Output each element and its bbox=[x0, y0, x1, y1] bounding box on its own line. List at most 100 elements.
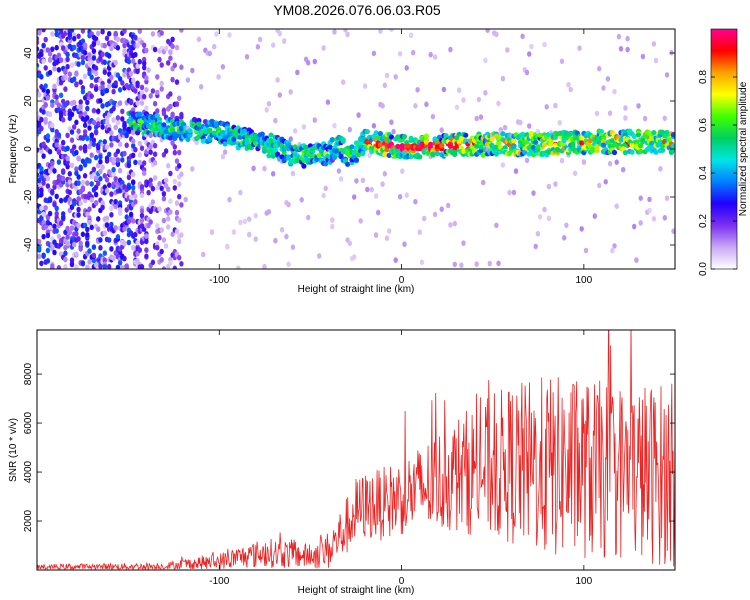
heatmap-cell bbox=[148, 132, 153, 139]
heatmap-cell bbox=[478, 114, 484, 120]
heatmap-cell bbox=[295, 69, 300, 76]
tick-label: 0 bbox=[399, 576, 405, 587]
heatmap-cell bbox=[653, 149, 659, 155]
heatmap-cell bbox=[594, 110, 600, 117]
heatmap-cell bbox=[166, 60, 171, 66]
heatmap-cell bbox=[168, 209, 173, 215]
heatmap-cell bbox=[74, 70, 79, 76]
heatmap-cell bbox=[264, 107, 269, 113]
heatmap-cell bbox=[183, 196, 188, 203]
heatmap-cell bbox=[148, 93, 153, 99]
heatmap-cell bbox=[91, 55, 97, 61]
heatmap-cell bbox=[562, 235, 567, 241]
heatmap-cell bbox=[131, 58, 136, 64]
heatmap-cell bbox=[231, 136, 237, 142]
heatmap-cell bbox=[535, 230, 541, 237]
heatmap-cell bbox=[227, 32, 232, 38]
heatmap-cell bbox=[478, 148, 484, 154]
heatmap-cell bbox=[137, 152, 142, 158]
heatmap-cell bbox=[45, 133, 51, 139]
heatmap-cell bbox=[401, 133, 408, 140]
heatmap-cell bbox=[332, 29, 337, 35]
heatmap-cell bbox=[168, 49, 173, 55]
heatmap-cell bbox=[168, 55, 173, 61]
heatmap-cell bbox=[622, 150, 629, 156]
heatmap-cell bbox=[47, 148, 53, 155]
heatmap-cell bbox=[96, 40, 101, 46]
heatmap-cell bbox=[177, 193, 182, 200]
colorbar-label: Normalized spectral amplitude bbox=[738, 81, 749, 216]
heatmap-cell bbox=[39, 74, 44, 80]
heatmap-cell bbox=[137, 159, 142, 166]
heatmap-cell bbox=[37, 245, 42, 251]
heatmap-cell bbox=[78, 240, 83, 247]
heatmap-cell bbox=[159, 185, 164, 192]
heatmap-cell bbox=[452, 220, 457, 227]
heatmap-cell bbox=[37, 46, 40, 52]
heatmap-cell bbox=[417, 154, 423, 160]
heatmap-cell bbox=[212, 43, 217, 50]
figure-title: YM08.2026.076.06.03.R05 bbox=[273, 2, 441, 18]
heatmap-cell bbox=[216, 74, 221, 80]
heatmap-cell bbox=[45, 137, 51, 143]
heatmap-cell bbox=[107, 263, 112, 269]
heatmap-cell bbox=[43, 224, 48, 230]
heatmap-cell bbox=[50, 126, 55, 133]
heatmap-cell bbox=[39, 125, 44, 132]
heatmap-cell bbox=[166, 163, 171, 169]
heatmap-cell bbox=[286, 261, 291, 268]
heatmap-cell bbox=[634, 257, 639, 263]
heatmap-cell bbox=[266, 153, 272, 159]
heatmap-cell bbox=[485, 29, 490, 33]
heatmap-cell bbox=[72, 241, 77, 248]
heatmap-cell bbox=[80, 54, 86, 61]
heatmap-cell bbox=[69, 225, 75, 231]
heatmap-cell bbox=[638, 148, 644, 155]
heatmap-cell bbox=[109, 221, 114, 228]
heatmap-cell bbox=[664, 195, 670, 201]
heatmap-cell bbox=[404, 65, 409, 71]
heatmap-cell bbox=[454, 104, 460, 111]
heatmap-cell bbox=[216, 126, 222, 132]
heatmap-cell bbox=[69, 29, 75, 33]
snr-y-label: SNR (10 * v/v) bbox=[8, 418, 19, 482]
heatmap-cell bbox=[128, 98, 134, 105]
heatmap-cell bbox=[527, 51, 532, 57]
heatmap-cell bbox=[115, 264, 121, 269]
heatmap-cell bbox=[423, 133, 429, 139]
heatmap-cell bbox=[102, 250, 108, 256]
heatmap-cell bbox=[54, 44, 59, 51]
heatmap-cell bbox=[50, 122, 55, 129]
heatmap-cell bbox=[172, 265, 177, 269]
heatmap-cell bbox=[636, 103, 641, 109]
heatmap-cell bbox=[185, 136, 191, 142]
heatmap-cell bbox=[207, 127, 213, 133]
heatmap-cell bbox=[139, 145, 145, 151]
heatmap-cell bbox=[187, 132, 193, 138]
heatmap-cell bbox=[447, 143, 453, 149]
heatmap-cell bbox=[382, 82, 387, 89]
heatmap-cell bbox=[80, 38, 86, 44]
heatmap-cell bbox=[174, 44, 180, 51]
heatmap-cell bbox=[139, 100, 145, 106]
heatmap-cell bbox=[387, 228, 392, 234]
heatmap-cell bbox=[600, 142, 607, 148]
heatmap-cell bbox=[50, 263, 55, 269]
heatmap-cell bbox=[91, 244, 97, 250]
heatmap-cell bbox=[142, 60, 147, 67]
heatmap-cell bbox=[358, 218, 363, 224]
heatmap-cell bbox=[61, 139, 66, 146]
heatmap-cell bbox=[85, 264, 90, 269]
heatmap-cell bbox=[369, 186, 374, 193]
heatmap-cell bbox=[259, 131, 265, 137]
heatmap-cell bbox=[174, 228, 180, 235]
heatmap-cell bbox=[100, 164, 105, 170]
heatmap-cell bbox=[43, 36, 48, 43]
heatmap-cell bbox=[177, 181, 182, 187]
heatmap-cell bbox=[351, 150, 357, 157]
heatmap-cell bbox=[100, 204, 105, 211]
heatmap-cell bbox=[253, 212, 258, 219]
heatmap-cell bbox=[47, 224, 53, 231]
heatmap-cell bbox=[54, 142, 59, 148]
heatmap-cell bbox=[137, 140, 142, 147]
